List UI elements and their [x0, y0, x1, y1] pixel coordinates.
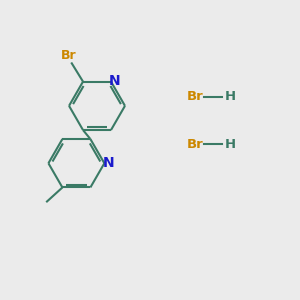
Text: N: N: [103, 156, 115, 170]
Text: Br: Br: [61, 50, 76, 62]
Text: H: H: [225, 138, 236, 151]
Text: H: H: [225, 91, 236, 103]
Text: Br: Br: [186, 138, 203, 151]
Text: N: N: [109, 74, 120, 88]
Text: Br: Br: [186, 91, 203, 103]
